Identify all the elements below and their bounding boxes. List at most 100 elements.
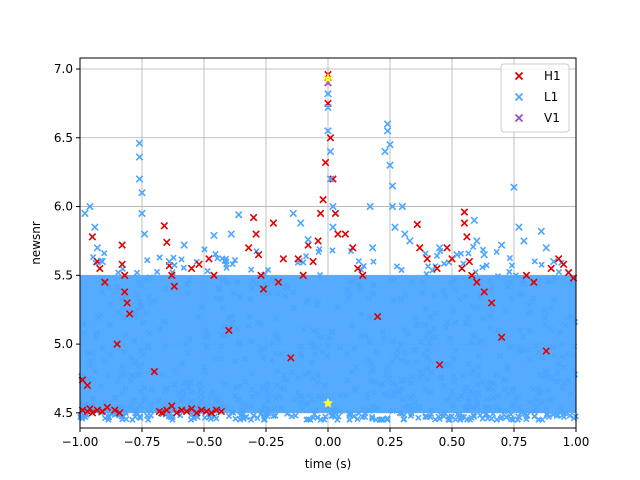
l1-background-marker — [218, 331, 225, 339]
l1-background-marker — [302, 252, 310, 260]
l1-background-marker — [146, 330, 153, 337]
l1-background-marker — [433, 252, 441, 259]
l1-marker — [324, 103, 332, 112]
l1-background-marker — [486, 287, 493, 294]
l1-background-marker — [422, 305, 430, 312]
h1-marker — [334, 230, 342, 238]
h1-marker — [316, 209, 325, 218]
l1-background-marker — [195, 402, 202, 409]
l1-background-marker — [445, 413, 452, 421]
l1-background-marker — [346, 291, 353, 299]
l1-background-marker — [298, 393, 305, 400]
l1-background-marker — [494, 272, 502, 280]
h1-marker — [120, 288, 129, 296]
l1-background-marker — [550, 297, 558, 304]
l1-background-marker — [79, 319, 87, 326]
l1-background-marker — [178, 256, 185, 263]
l1-marker — [386, 140, 394, 149]
l1-marker — [135, 139, 144, 148]
l1-background-marker — [272, 412, 279, 419]
l1-marker — [91, 223, 99, 231]
l1-background-marker — [401, 403, 409, 411]
l1-background-marker — [506, 343, 514, 351]
l1-background-marker — [185, 290, 192, 297]
l1-background-marker — [202, 327, 209, 334]
l1-background-marker — [384, 415, 391, 422]
l1-background-marker — [262, 409, 269, 416]
l1-background-marker — [566, 412, 574, 419]
h1-marker — [287, 354, 295, 362]
l1-background-marker — [385, 375, 392, 382]
l1-background-marker — [138, 303, 145, 311]
h1-marker — [331, 209, 340, 218]
l1-background-marker — [459, 372, 467, 379]
l1-background-marker — [247, 266, 255, 273]
l1-background-marker — [512, 394, 520, 402]
l1-background-marker — [497, 352, 504, 359]
h1-marker — [88, 233, 97, 241]
l1-background-marker — [313, 327, 320, 334]
l1-background-marker — [136, 298, 143, 305]
l1-background-marker — [526, 301, 533, 309]
l1-background-marker — [127, 403, 134, 410]
l1-background-marker — [249, 370, 256, 378]
l1-background-marker — [487, 325, 494, 332]
legend-label-l1: L1 — [544, 90, 558, 104]
h1-marker — [415, 244, 424, 252]
l1-background-marker — [260, 355, 267, 362]
l1-background-marker — [159, 318, 167, 325]
l1-marker — [549, 257, 558, 266]
l1-background-marker — [242, 378, 249, 386]
h1-marker — [113, 340, 121, 348]
l1-background-marker — [284, 410, 291, 417]
l1-background-marker — [137, 402, 144, 409]
l1-background-marker — [428, 369, 435, 376]
l1-background-marker — [426, 340, 433, 347]
l1-background-marker — [442, 293, 449, 300]
l1-background-marker — [330, 412, 337, 419]
l1-background-marker — [512, 272, 520, 279]
l1-background-marker — [478, 337, 486, 345]
h1-marker — [299, 271, 307, 280]
x-tick-label: −0.50 — [186, 435, 223, 449]
h1-marker — [170, 282, 179, 291]
h1-marker — [192, 409, 201, 417]
l1-background-marker — [250, 412, 257, 419]
x-tick-label: −1.00 — [62, 435, 99, 449]
l1-background-marker — [479, 264, 486, 271]
l1-marker — [135, 175, 144, 183]
l1-background-marker — [473, 395, 480, 403]
l1-background-marker — [399, 396, 406, 403]
l1-background-marker — [343, 287, 351, 294]
l1-background-marker — [347, 279, 354, 286]
l1-background-marker — [99, 345, 107, 352]
l1-background-marker — [531, 258, 538, 265]
l1-background-marker — [144, 257, 151, 264]
l1-background-marker — [100, 398, 107, 405]
l1-background-marker — [509, 295, 516, 302]
l1-background-marker — [272, 349, 279, 357]
l1-background-marker — [321, 382, 329, 389]
legend-marker-h1 — [514, 71, 524, 81]
l1-background-marker — [389, 407, 397, 415]
l1-background-marker — [352, 384, 359, 392]
l1-background-marker — [276, 393, 284, 401]
l1-background-marker — [432, 416, 439, 423]
l1-background-marker — [277, 351, 284, 358]
l1-marker — [329, 223, 337, 231]
l1-background-marker — [309, 374, 316, 381]
legend-label-v1: V1 — [544, 111, 560, 125]
l1-background-marker — [452, 319, 459, 326]
l1-background-marker — [264, 266, 272, 274]
l1-marker — [135, 153, 144, 161]
l1-background-marker — [470, 413, 478, 420]
l1-background-marker — [401, 349, 409, 356]
l1-background-marker — [372, 416, 380, 423]
l1-background-marker — [186, 335, 193, 342]
l1-background-marker — [431, 292, 438, 299]
l1-background-marker — [413, 359, 420, 366]
l1-background-marker — [130, 397, 137, 404]
l1-background-marker — [532, 396, 540, 403]
x-tick-label: 1.00 — [563, 435, 590, 449]
